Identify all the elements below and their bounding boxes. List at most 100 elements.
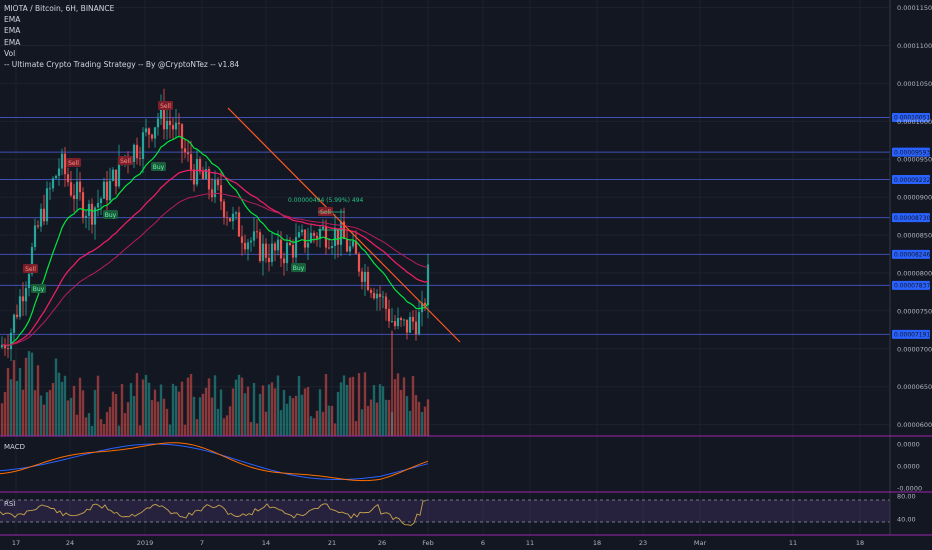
candle-130 xyxy=(390,321,394,322)
volume-bar-50 xyxy=(150,400,154,436)
candle-113 xyxy=(339,221,343,245)
candle-18 xyxy=(54,175,58,179)
volume-bar-31 xyxy=(93,389,97,436)
volume-bar-96 xyxy=(288,395,292,436)
volume-bar-95 xyxy=(285,403,289,436)
volume-bar-126 xyxy=(378,384,382,436)
volume-bar-68 xyxy=(204,387,208,436)
volume-bar-57 xyxy=(171,383,175,436)
legend-strategy[interactable]: -- Ultimate Crypto Trading Strategy -- B… xyxy=(4,60,240,70)
volume-bar-49 xyxy=(147,382,151,436)
candle-117 xyxy=(351,241,355,247)
candle-95 xyxy=(285,242,289,264)
candle-93 xyxy=(279,239,283,259)
candle-127 xyxy=(381,296,385,298)
signal-badge-2 xyxy=(118,156,133,165)
candle-124 xyxy=(372,292,376,299)
level-badge-label-0: 0.00010051 xyxy=(894,115,930,122)
volume-bar-75 xyxy=(225,415,229,436)
volume-bar-21 xyxy=(63,375,67,436)
candle-77 xyxy=(231,213,235,222)
volume-bar-11 xyxy=(33,390,37,436)
candle-108 xyxy=(324,226,328,248)
legend-ema-3[interactable]: EMA xyxy=(4,37,21,47)
grid xyxy=(0,0,890,535)
volume-bar-141 xyxy=(423,406,427,436)
level-badge-6 xyxy=(892,329,930,339)
signal-label-8: Buy xyxy=(33,286,45,293)
rsi-label[interactable]: RSI xyxy=(4,500,16,508)
volume-bar-54 xyxy=(162,398,166,436)
volume-bar-37 xyxy=(111,391,115,436)
x-tick-label-3: 7 xyxy=(200,539,204,547)
volume-bar-70 xyxy=(210,397,214,436)
volume-bar-69 xyxy=(207,378,211,436)
x-tick-label-7: Feb xyxy=(422,539,434,547)
candle-90 xyxy=(270,243,274,263)
volume-bar-71 xyxy=(213,375,217,436)
x-tick-label-13: 11 xyxy=(789,539,797,547)
candle-17 xyxy=(51,178,55,189)
candle-106 xyxy=(318,229,322,239)
macd-label[interactable]: MACD xyxy=(4,443,25,451)
volume-bar-34 xyxy=(102,424,106,436)
legend-vol[interactable]: Vol xyxy=(4,48,16,58)
signal-badge-5 xyxy=(151,162,166,171)
volume-bar-101 xyxy=(303,388,307,436)
legend-ema-1[interactable]: EMA xyxy=(4,15,21,25)
rsi-pane: 80.00 40.00 xyxy=(0,493,916,526)
candle-138 xyxy=(414,321,418,335)
candle-57 xyxy=(171,125,175,130)
volume-bar-13 xyxy=(39,395,43,436)
candle-97 xyxy=(291,244,295,258)
volume-bar-40 xyxy=(120,384,124,436)
volume-bar-138 xyxy=(414,395,418,436)
ema-fast-line xyxy=(1,135,429,347)
legend-title[interactable]: MIOTA / Bitcoin, 6H, BINANCE xyxy=(4,4,115,13)
level-badge-2 xyxy=(892,175,930,185)
candle-125 xyxy=(375,293,379,299)
volume-bar-142 xyxy=(426,399,430,436)
candle-49 xyxy=(147,128,151,135)
level-badge-1 xyxy=(892,147,930,157)
candle-32 xyxy=(96,203,100,208)
rsi-line xyxy=(0,500,427,526)
volume-bar-62 xyxy=(186,377,190,436)
volume-bar-91 xyxy=(273,388,277,436)
volume-bar-1 xyxy=(3,392,7,436)
candle-122 xyxy=(366,271,370,290)
volume-bar-35 xyxy=(105,412,109,436)
volume-bar-115 xyxy=(345,384,349,436)
candle-96 xyxy=(288,242,292,245)
volume-bar-29 xyxy=(87,413,91,436)
volume-bar-120 xyxy=(360,409,364,436)
candle-126 xyxy=(378,293,382,297)
legend-ema-2[interactable]: EMA xyxy=(4,26,21,36)
signal-label-2: Sell xyxy=(120,158,131,165)
volume-bar-121 xyxy=(363,372,367,436)
x-tick-label-0: 17 xyxy=(12,539,20,547)
candle-136 xyxy=(408,316,412,333)
candle-30 xyxy=(90,203,94,225)
volume-bar-76 xyxy=(228,406,232,436)
volume-bar-89 xyxy=(267,384,271,436)
level-badge-4 xyxy=(892,249,930,259)
x-tick-label-5: 21 xyxy=(328,539,336,547)
candle-68 xyxy=(204,169,208,180)
volume-bar-124 xyxy=(372,385,376,436)
candle-66 xyxy=(198,159,202,172)
signal-badge-7 xyxy=(291,263,306,272)
volume-bar-2 xyxy=(6,368,10,436)
volume-bar-19 xyxy=(57,372,61,436)
candle-27 xyxy=(81,192,85,218)
volume-bar-73 xyxy=(219,389,223,436)
volume-bar-59 xyxy=(177,391,181,436)
candle-16 xyxy=(48,188,52,190)
candle-79 xyxy=(237,212,241,237)
volume-bar-52 xyxy=(156,401,160,436)
volume-bar-132 xyxy=(396,373,400,436)
